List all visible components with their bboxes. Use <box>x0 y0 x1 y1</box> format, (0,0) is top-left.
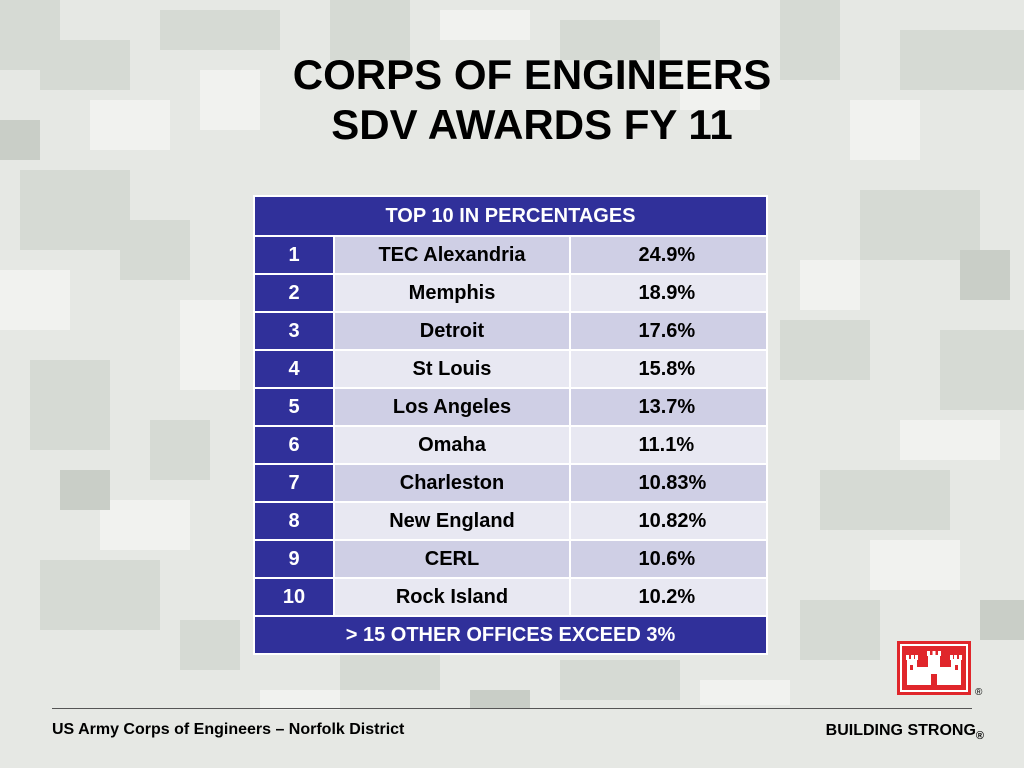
office-cell: Memphis <box>333 273 571 313</box>
table-row: 6 Omaha 11.1% <box>253 425 768 465</box>
castle-logo-icon <box>897 641 971 695</box>
office-cell: Omaha <box>333 425 571 465</box>
table-row: 2 Memphis 18.9% <box>253 273 768 313</box>
table-footer-row: > 15 OTHER OFFICES EXCEED 3% <box>253 615 768 655</box>
footer-divider <box>52 708 972 709</box>
percent-value: 17.6% <box>638 319 696 342</box>
table-row: 9 CERL 10.6% <box>253 539 768 579</box>
office-cell: Charleston <box>333 463 571 503</box>
rank-cell: 1 <box>253 235 335 275</box>
percent-value: 10.2% <box>638 585 696 608</box>
percent-cell: 10.82% <box>569 501 768 541</box>
percent-cell: 24.9% <box>569 235 768 275</box>
percent-cell: 11.1% <box>569 425 768 465</box>
slide-title: CORPS OF ENGINEERS SDV AWARDS FY 11 <box>0 50 1024 151</box>
percent-cell: 18.9% <box>569 273 768 313</box>
office-cell: Los Angeles <box>333 387 571 427</box>
percent-value: 24.9% <box>638 243 696 266</box>
percent-cell: 10.83% <box>569 463 768 503</box>
rank-cell: 3 <box>253 311 335 351</box>
title-line-2: SDV AWARDS FY 11 <box>331 101 733 149</box>
percent-cell: 13.7% <box>569 387 768 427</box>
percent-value: 10.83% <box>638 471 707 494</box>
rank-cell: 9 <box>253 539 335 579</box>
footer-organization: US Army Corps of Engineers – Norfolk Dis… <box>52 721 405 738</box>
footer-slogan: BUILDING STRONG® <box>826 722 984 742</box>
percent-cell: 10.2% <box>569 577 768 617</box>
table-row: 1 TEC Alexandria 24.9% <box>253 235 768 275</box>
awards-table: TOP 10 IN PERCENTAGES 1 TEC Alexandria 2… <box>253 195 768 655</box>
office-cell: CERL <box>333 539 571 579</box>
table-row: 7 Charleston 10.83% <box>253 463 768 503</box>
office-cell: Rock Island <box>333 577 571 617</box>
percent-value: 10.82% <box>638 509 707 532</box>
rank-cell: 2 <box>253 273 335 313</box>
table-header: TOP 10 IN PERCENTAGES <box>253 195 768 237</box>
table-row: 3 Detroit 17.6% <box>253 311 768 351</box>
slogan-text: BUILDING STRONG <box>825 722 976 739</box>
percent-value: 18.9% <box>638 281 696 304</box>
rank-cell: 10 <box>253 577 335 617</box>
percent-value: 10.6% <box>638 547 696 570</box>
rank-cell: 6 <box>253 425 335 465</box>
rank-cell: 8 <box>253 501 335 541</box>
table-row: 10 Rock Island 10.2% <box>253 577 768 617</box>
rank-cell: 4 <box>253 349 335 389</box>
office-cell: St Louis <box>333 349 571 389</box>
office-cell: TEC Alexandria <box>333 235 571 275</box>
table-header-row: TOP 10 IN PERCENTAGES <box>253 195 768 237</box>
table-row: 5 Los Angeles 13.7% <box>253 387 768 427</box>
table-footer: > 15 OTHER OFFICES EXCEED 3% <box>253 615 768 655</box>
percent-value: 15.8% <box>638 357 696 380</box>
percent-cell: 17.6% <box>569 311 768 351</box>
percent-value: 11.1% <box>638 433 695 456</box>
percent-value: 13.7% <box>638 395 696 418</box>
rank-cell: 7 <box>253 463 335 503</box>
rank-cell: 5 <box>253 387 335 427</box>
office-cell: Detroit <box>333 311 571 351</box>
table-row: 4 St Louis 15.8% <box>253 349 768 389</box>
slogan-registered-mark: ® <box>975 730 984 742</box>
logo-registered-mark: ® <box>975 687 983 698</box>
title-line-1: CORPS OF ENGINEERS <box>292 51 772 98</box>
office-cell: New England <box>333 501 571 541</box>
percent-cell: 10.6% <box>569 539 768 579</box>
table-row: 8 New England 10.82% <box>253 501 768 541</box>
percent-cell: 15.8% <box>569 349 768 389</box>
